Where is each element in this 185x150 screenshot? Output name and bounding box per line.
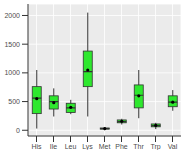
svg-text:Leu: Leu (65, 143, 77, 150)
svg-text:Val: Val (168, 143, 177, 150)
svg-text:0: 0 (16, 127, 20, 134)
svg-text:500: 500 (8, 98, 20, 105)
svg-text:Met: Met (99, 143, 111, 150)
svg-text:1500: 1500 (8, 41, 20, 48)
svg-text:Thr: Thr (133, 143, 144, 150)
svg-text:1000: 1000 (8, 69, 20, 76)
svg-text:His: His (31, 143, 42, 150)
svg-text:2000: 2000 (8, 12, 20, 19)
svg-text:Trp: Trp (150, 143, 160, 150)
svg-text:Lys: Lys (82, 143, 93, 150)
svg-text:Phe: Phe (115, 143, 128, 150)
svg-text:Ile: Ile (50, 143, 58, 150)
